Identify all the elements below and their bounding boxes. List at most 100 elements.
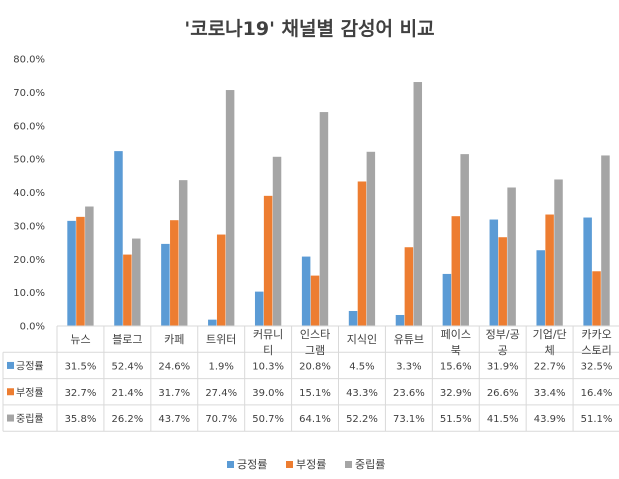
bar bbox=[170, 220, 179, 326]
bar bbox=[545, 214, 554, 326]
bar bbox=[366, 151, 376, 326]
legend-label: 중립률 bbox=[355, 458, 385, 471]
category-label: 블로그 bbox=[112, 333, 142, 346]
category-label: 트위터 bbox=[206, 333, 236, 346]
data-label: 32.5% bbox=[581, 361, 613, 372]
bar bbox=[85, 206, 94, 326]
data-label: 21.4% bbox=[111, 388, 143, 399]
category-label: 기업/단 bbox=[533, 328, 567, 341]
data-label: 31.7% bbox=[158, 388, 190, 399]
bar bbox=[601, 155, 610, 326]
bar bbox=[536, 250, 545, 326]
data-label: 51.1% bbox=[581, 414, 613, 425]
series-name: 중립률 bbox=[16, 412, 44, 425]
bar bbox=[413, 82, 423, 326]
y-tick-label: 40.0% bbox=[13, 188, 45, 199]
data-label: 39.0% bbox=[252, 388, 284, 399]
data-label: 26.6% bbox=[487, 388, 519, 399]
data-label: 1.9% bbox=[209, 361, 234, 372]
category-label: 티 bbox=[263, 344, 273, 357]
y-tick-label: 50.0% bbox=[13, 155, 45, 166]
y-tick-label: 20.0% bbox=[13, 255, 45, 266]
data-label: 16.4% bbox=[581, 388, 613, 399]
bar bbox=[460, 154, 469, 326]
data-label: 41.5% bbox=[487, 414, 519, 425]
legend-label: 긍정률 bbox=[237, 458, 267, 471]
bar bbox=[123, 254, 132, 326]
bar bbox=[404, 247, 414, 326]
category-label: 지식인 bbox=[347, 333, 377, 346]
category-label: 체 bbox=[545, 344, 555, 357]
data-label: 50.7% bbox=[252, 414, 284, 425]
category-label: 북 bbox=[451, 344, 461, 357]
bar bbox=[76, 216, 85, 326]
bar bbox=[178, 180, 188, 326]
table-legend-key bbox=[7, 388, 14, 396]
data-label: 73.1% bbox=[393, 414, 425, 425]
category-label: 카페 bbox=[164, 333, 184, 346]
bar bbox=[301, 256, 311, 326]
bar bbox=[216, 234, 226, 326]
legend-swatch bbox=[227, 461, 234, 468]
y-tick-label: 80.0% bbox=[13, 55, 45, 66]
y-tick-label: 0.0% bbox=[20, 322, 45, 333]
bar bbox=[554, 179, 563, 326]
data-label: 32.9% bbox=[440, 388, 472, 399]
category-label: 스토리 bbox=[581, 344, 611, 357]
bar bbox=[161, 243, 170, 326]
bar bbox=[498, 237, 507, 326]
y-tick-label: 10.0% bbox=[13, 288, 45, 299]
data-label: 43.3% bbox=[346, 388, 378, 399]
legend-swatch bbox=[286, 461, 293, 468]
data-label: 33.4% bbox=[534, 388, 566, 399]
data-label: 15.1% bbox=[299, 388, 331, 399]
legend-label: 부정률 bbox=[296, 458, 326, 471]
data-label: 4.5% bbox=[349, 361, 374, 372]
category-label: 카카오 bbox=[581, 328, 611, 341]
data-label: 52.4% bbox=[111, 361, 143, 372]
data-label: 3.3% bbox=[396, 361, 421, 372]
bar bbox=[357, 181, 367, 326]
bar bbox=[583, 217, 592, 326]
table-legend-key bbox=[7, 414, 14, 422]
data-label: 26.2% bbox=[111, 414, 143, 425]
bar bbox=[132, 238, 141, 326]
bar bbox=[348, 310, 358, 326]
y-tick-label: 70.0% bbox=[13, 88, 45, 99]
data-label: 32.7% bbox=[65, 388, 97, 399]
series-name: 긍정률 bbox=[16, 360, 44, 372]
y-tick-label: 30.0% bbox=[13, 221, 45, 232]
bar bbox=[208, 319, 217, 326]
bar bbox=[263, 195, 273, 326]
data-label: 52.2% bbox=[346, 414, 378, 425]
legend-swatch bbox=[345, 461, 352, 468]
category-label: 커뮤니 bbox=[253, 328, 283, 341]
data-label: 15.6% bbox=[440, 361, 472, 372]
category-label: 공 bbox=[498, 344, 508, 357]
bar bbox=[451, 216, 461, 326]
category-label: 그램 bbox=[305, 344, 325, 357]
bar bbox=[319, 112, 329, 326]
y-tick-label: 60.0% bbox=[13, 121, 45, 132]
data-label: 31.5% bbox=[65, 361, 97, 372]
data-label: 23.6% bbox=[393, 388, 425, 399]
data-label: 10.3% bbox=[252, 361, 284, 372]
series-name: 부정률 bbox=[16, 387, 44, 399]
bar bbox=[310, 275, 320, 326]
category-label: 페이스 bbox=[441, 328, 471, 341]
bar bbox=[592, 271, 601, 326]
data-label: 70.7% bbox=[205, 414, 237, 425]
category-label: 정부/공 bbox=[486, 328, 520, 341]
bar bbox=[114, 151, 123, 326]
bar bbox=[442, 273, 452, 326]
bar bbox=[254, 291, 264, 326]
data-label: 43.9% bbox=[534, 414, 566, 425]
category-label: 인스타 bbox=[300, 328, 330, 341]
bar bbox=[395, 314, 405, 326]
data-label: 27.4% bbox=[205, 388, 237, 399]
bar bbox=[507, 187, 516, 326]
data-label: 35.8% bbox=[65, 414, 97, 425]
data-label: 43.7% bbox=[158, 414, 190, 425]
bar bbox=[67, 220, 76, 326]
